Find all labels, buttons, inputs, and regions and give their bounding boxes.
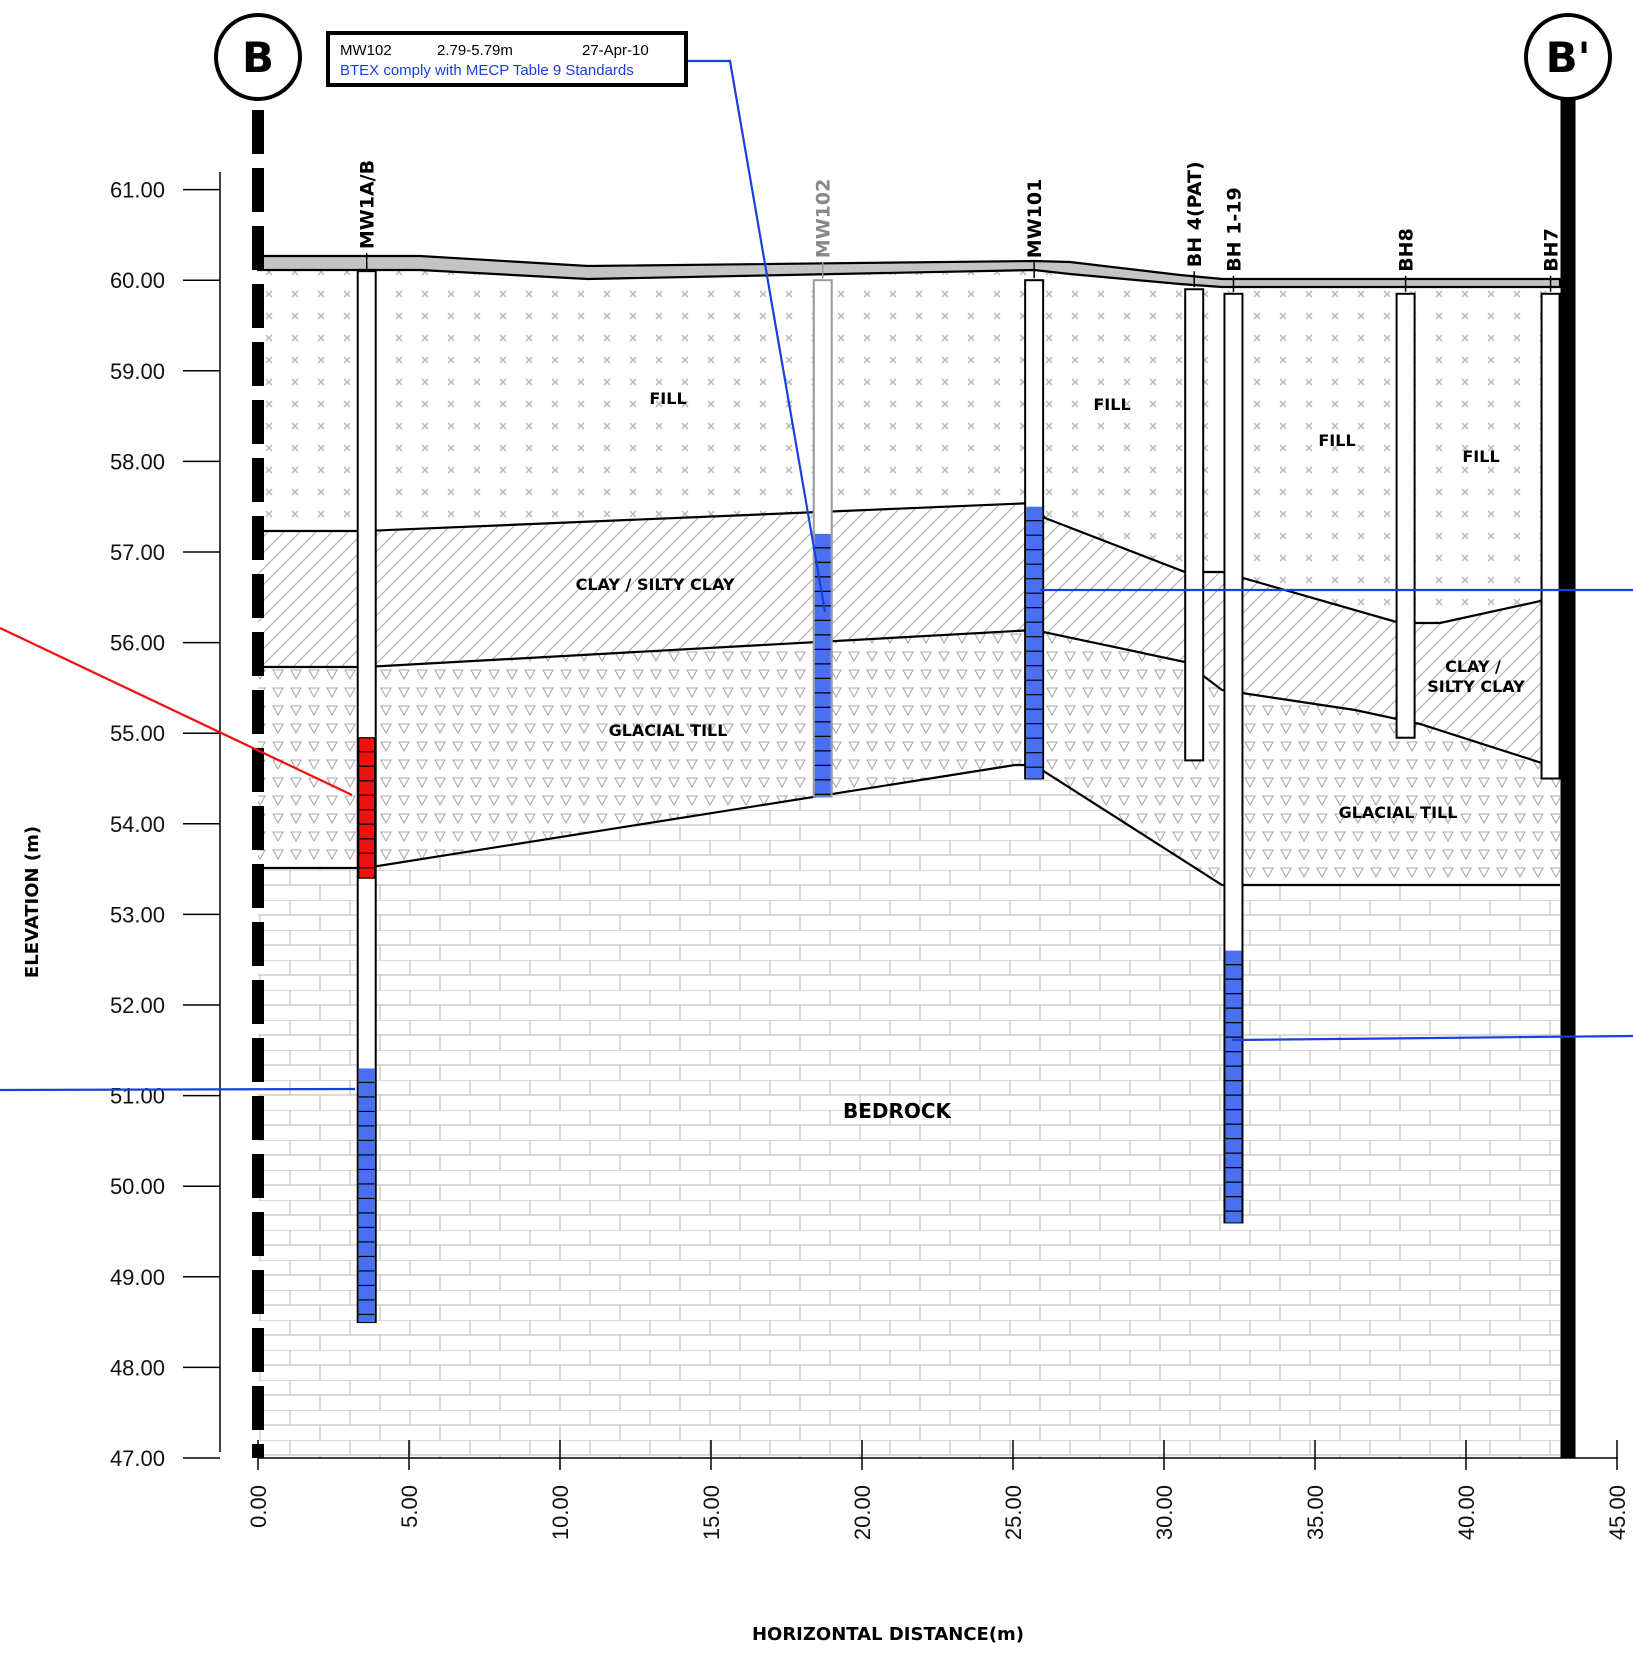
well-screen <box>1026 506 1043 779</box>
section-marker-b <box>214 13 302 101</box>
y-tick-label: 53.00 <box>110 902 165 927</box>
distance-axis: 0.00 5.00 10.00 15.00 20.00 25.00 30.00 35.00 40… <box>246 1440 1630 1540</box>
y-tick-label: 58.00 <box>110 449 165 474</box>
exceedance-interval <box>358 737 376 879</box>
y-tick-label: 48.00 <box>110 1355 165 1380</box>
borehole-name: BH8 <box>1396 228 1418 272</box>
ground-surface-band <box>256 254 1562 289</box>
y-tick-label: 54.00 <box>110 812 165 837</box>
section-line-b: B <box>214 13 302 1458</box>
borehole-name: MW102 <box>813 179 835 259</box>
gw-line-bh1-19 <box>1231 1034 1633 1042</box>
y-tick-label: 51.00 <box>110 1084 165 1109</box>
x-axis-title: HORIZONTAL DISTANCE(m) <box>752 1624 1024 1645</box>
y-tick-label: 50.00 <box>110 1174 165 1199</box>
borehole: BH8 <box>1395 228 1418 739</box>
borehole-casing <box>1395 292 1416 739</box>
borehole: BH 1-19 <box>1223 187 1245 1224</box>
glacial-till-label-1: GLACIAL TILL <box>609 721 728 740</box>
y-tick-label: 61.00 <box>110 178 165 203</box>
bedrock-label: BEDROCK <box>843 1099 953 1123</box>
x-tick-label: 35.00 <box>1303 1485 1328 1540</box>
well-screen <box>358 1068 375 1323</box>
borehole: MW101 <box>1024 179 1046 780</box>
elevation-axis: 61.00 60.00 59.00 58.00 57.00 56.00 55.00 54.00… <box>110 172 221 1471</box>
y-axis-title: ELEVATION (m) <box>22 826 43 978</box>
gw-line-mw1a <box>0 1087 356 1092</box>
clay-unit <box>258 503 1560 764</box>
clay-label-right-1: CLAY / <box>1445 657 1501 676</box>
well-screen <box>1225 950 1242 1223</box>
x-tick-label: 10.00 <box>548 1485 573 1540</box>
y-tick-label: 47.00 <box>110 1446 165 1471</box>
section-line-b-prime: B' <box>1524 13 1612 1458</box>
section-marker-b-label: B <box>242 33 274 82</box>
borehole-casing <box>1184 288 1205 762</box>
borehole-name: BH7 <box>1541 228 1563 272</box>
glacial-till-label-2: GLACIAL TILL <box>1339 803 1458 822</box>
fill-label-4: FILL <box>1462 447 1499 466</box>
well-screen <box>814 533 831 797</box>
x-tick-label: 25.00 <box>1001 1485 1026 1540</box>
exceedance-leader-line <box>0 627 353 796</box>
fill-label-3: FILL <box>1318 431 1355 450</box>
fill-label-2: FILL <box>1093 395 1130 414</box>
layer-labels: FILL FILL FILL FILL CLAY / SILTY CLAY CL… <box>576 389 1526 1123</box>
borehole: BH 4(PAT) <box>1184 161 1206 762</box>
borehole: MW1A/B <box>356 160 379 1324</box>
borehole: MW102 <box>812 179 835 798</box>
x-tick-label: 20.00 <box>850 1485 875 1540</box>
y-tick-label: 59.00 <box>110 359 165 384</box>
callout-well: MW102 <box>340 42 392 59</box>
x-tick-label: 40.00 <box>1454 1485 1479 1540</box>
section-marker-b-prime-label: B' <box>1546 33 1591 82</box>
y-tick-label: 56.00 <box>110 631 165 656</box>
callout-note: BTEX comply with MECP Table 9 Standards <box>340 62 634 79</box>
y-tick-label: 57.00 <box>110 540 165 565</box>
borehole-name: MW101 <box>1024 179 1046 259</box>
borehole-name: BH 1-19 <box>1223 187 1245 272</box>
borehole-name: BH 4(PAT) <box>1184 161 1206 267</box>
borehole: BH7 <box>1540 228 1563 780</box>
clay-label: CLAY / SILTY CLAY <box>576 575 735 594</box>
callout-leader-line <box>686 59 827 613</box>
clay-base-contact <box>258 628 1560 766</box>
x-tick-label: 0.00 <box>246 1485 271 1528</box>
fill-label-1: FILL <box>649 389 686 408</box>
clay-label-right-2: SILTY CLAY <box>1427 677 1525 696</box>
sample-callout: MW102 2.79-5.79m 27-Apr-10 BTEX comply w… <box>326 31 688 87</box>
unit-contacts <box>256 254 1562 887</box>
y-tick-label: 55.00 <box>110 721 165 746</box>
x-tick-label: 5.00 <box>397 1485 422 1528</box>
callout-interval: 2.79-5.79m <box>437 42 513 59</box>
groundwater-lines <box>0 59 1633 1092</box>
x-tick-label: 15.00 <box>699 1485 724 1540</box>
borehole-casing <box>1540 292 1561 780</box>
section-marker-b-prime <box>1524 13 1612 101</box>
callout-date: 27-Apr-10 <box>582 42 649 59</box>
x-tick-label: 45.00 <box>1605 1485 1630 1540</box>
y-tick-label: 49.00 <box>110 1265 165 1290</box>
y-tick-label: 52.00 <box>110 993 165 1018</box>
boreholes: MW1A/B MW102 MW101 BH 4(PAT) BH 1-19 BH8 BH7 <box>356 160 1563 1324</box>
borehole-name: MW1A/B <box>357 160 379 249</box>
y-tick-label: 60.00 <box>110 268 165 293</box>
geologic-units <box>258 263 1560 1458</box>
x-tick-label: 30.00 <box>1152 1485 1177 1540</box>
